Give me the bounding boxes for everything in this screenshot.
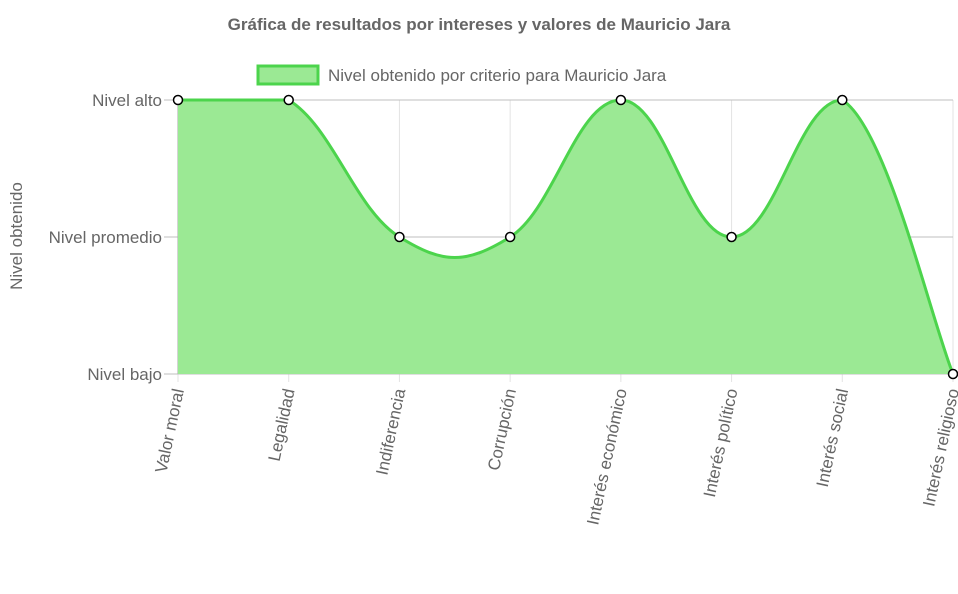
x-tick-label: Interés político <box>700 387 742 499</box>
data-point <box>504 231 516 243</box>
x-tick-label: Legalidad <box>265 387 299 463</box>
x-tick-label: Interés religioso <box>919 387 958 508</box>
legend-label: Nivel obtenido por criterio para Maurici… <box>328 66 667 85</box>
x-tick-label: Interés social <box>813 387 852 489</box>
y-axis: Nivel bajo Nivel promedio Nivel alto <box>49 91 162 384</box>
data-point <box>172 94 184 106</box>
data-point <box>726 231 737 243</box>
series-area-fill <box>178 100 953 374</box>
y-tick-label: Nivel alto <box>92 91 162 110</box>
x-axis: Valor moral Legalidad Indiferencia Corrupci… <box>152 386 958 526</box>
x-tick-label: Interés económico <box>583 387 630 527</box>
y-axis-title: Nivel obtenido <box>7 182 26 290</box>
area-layer <box>178 98 955 375</box>
x-tick-label: Corrupción <box>484 387 520 472</box>
y-tick-label: Nivel promedio <box>49 228 162 247</box>
data-point <box>615 94 627 106</box>
y-tick-label: Nivel bajo <box>87 365 162 384</box>
data-point <box>947 368 958 380</box>
x-tick-label: Indiferencia <box>372 386 409 476</box>
data-point <box>394 231 405 243</box>
legend-swatch <box>256 64 320 86</box>
data-point <box>283 94 294 106</box>
chart-title: Gráfica de resultados por intereses y va… <box>228 15 731 34</box>
x-tick-label: Valor moral <box>152 387 188 475</box>
data-points <box>172 94 958 380</box>
data-point <box>837 94 848 106</box>
legend[interactable]: Nivel obtenido por criterio para Maurici… <box>256 64 667 86</box>
